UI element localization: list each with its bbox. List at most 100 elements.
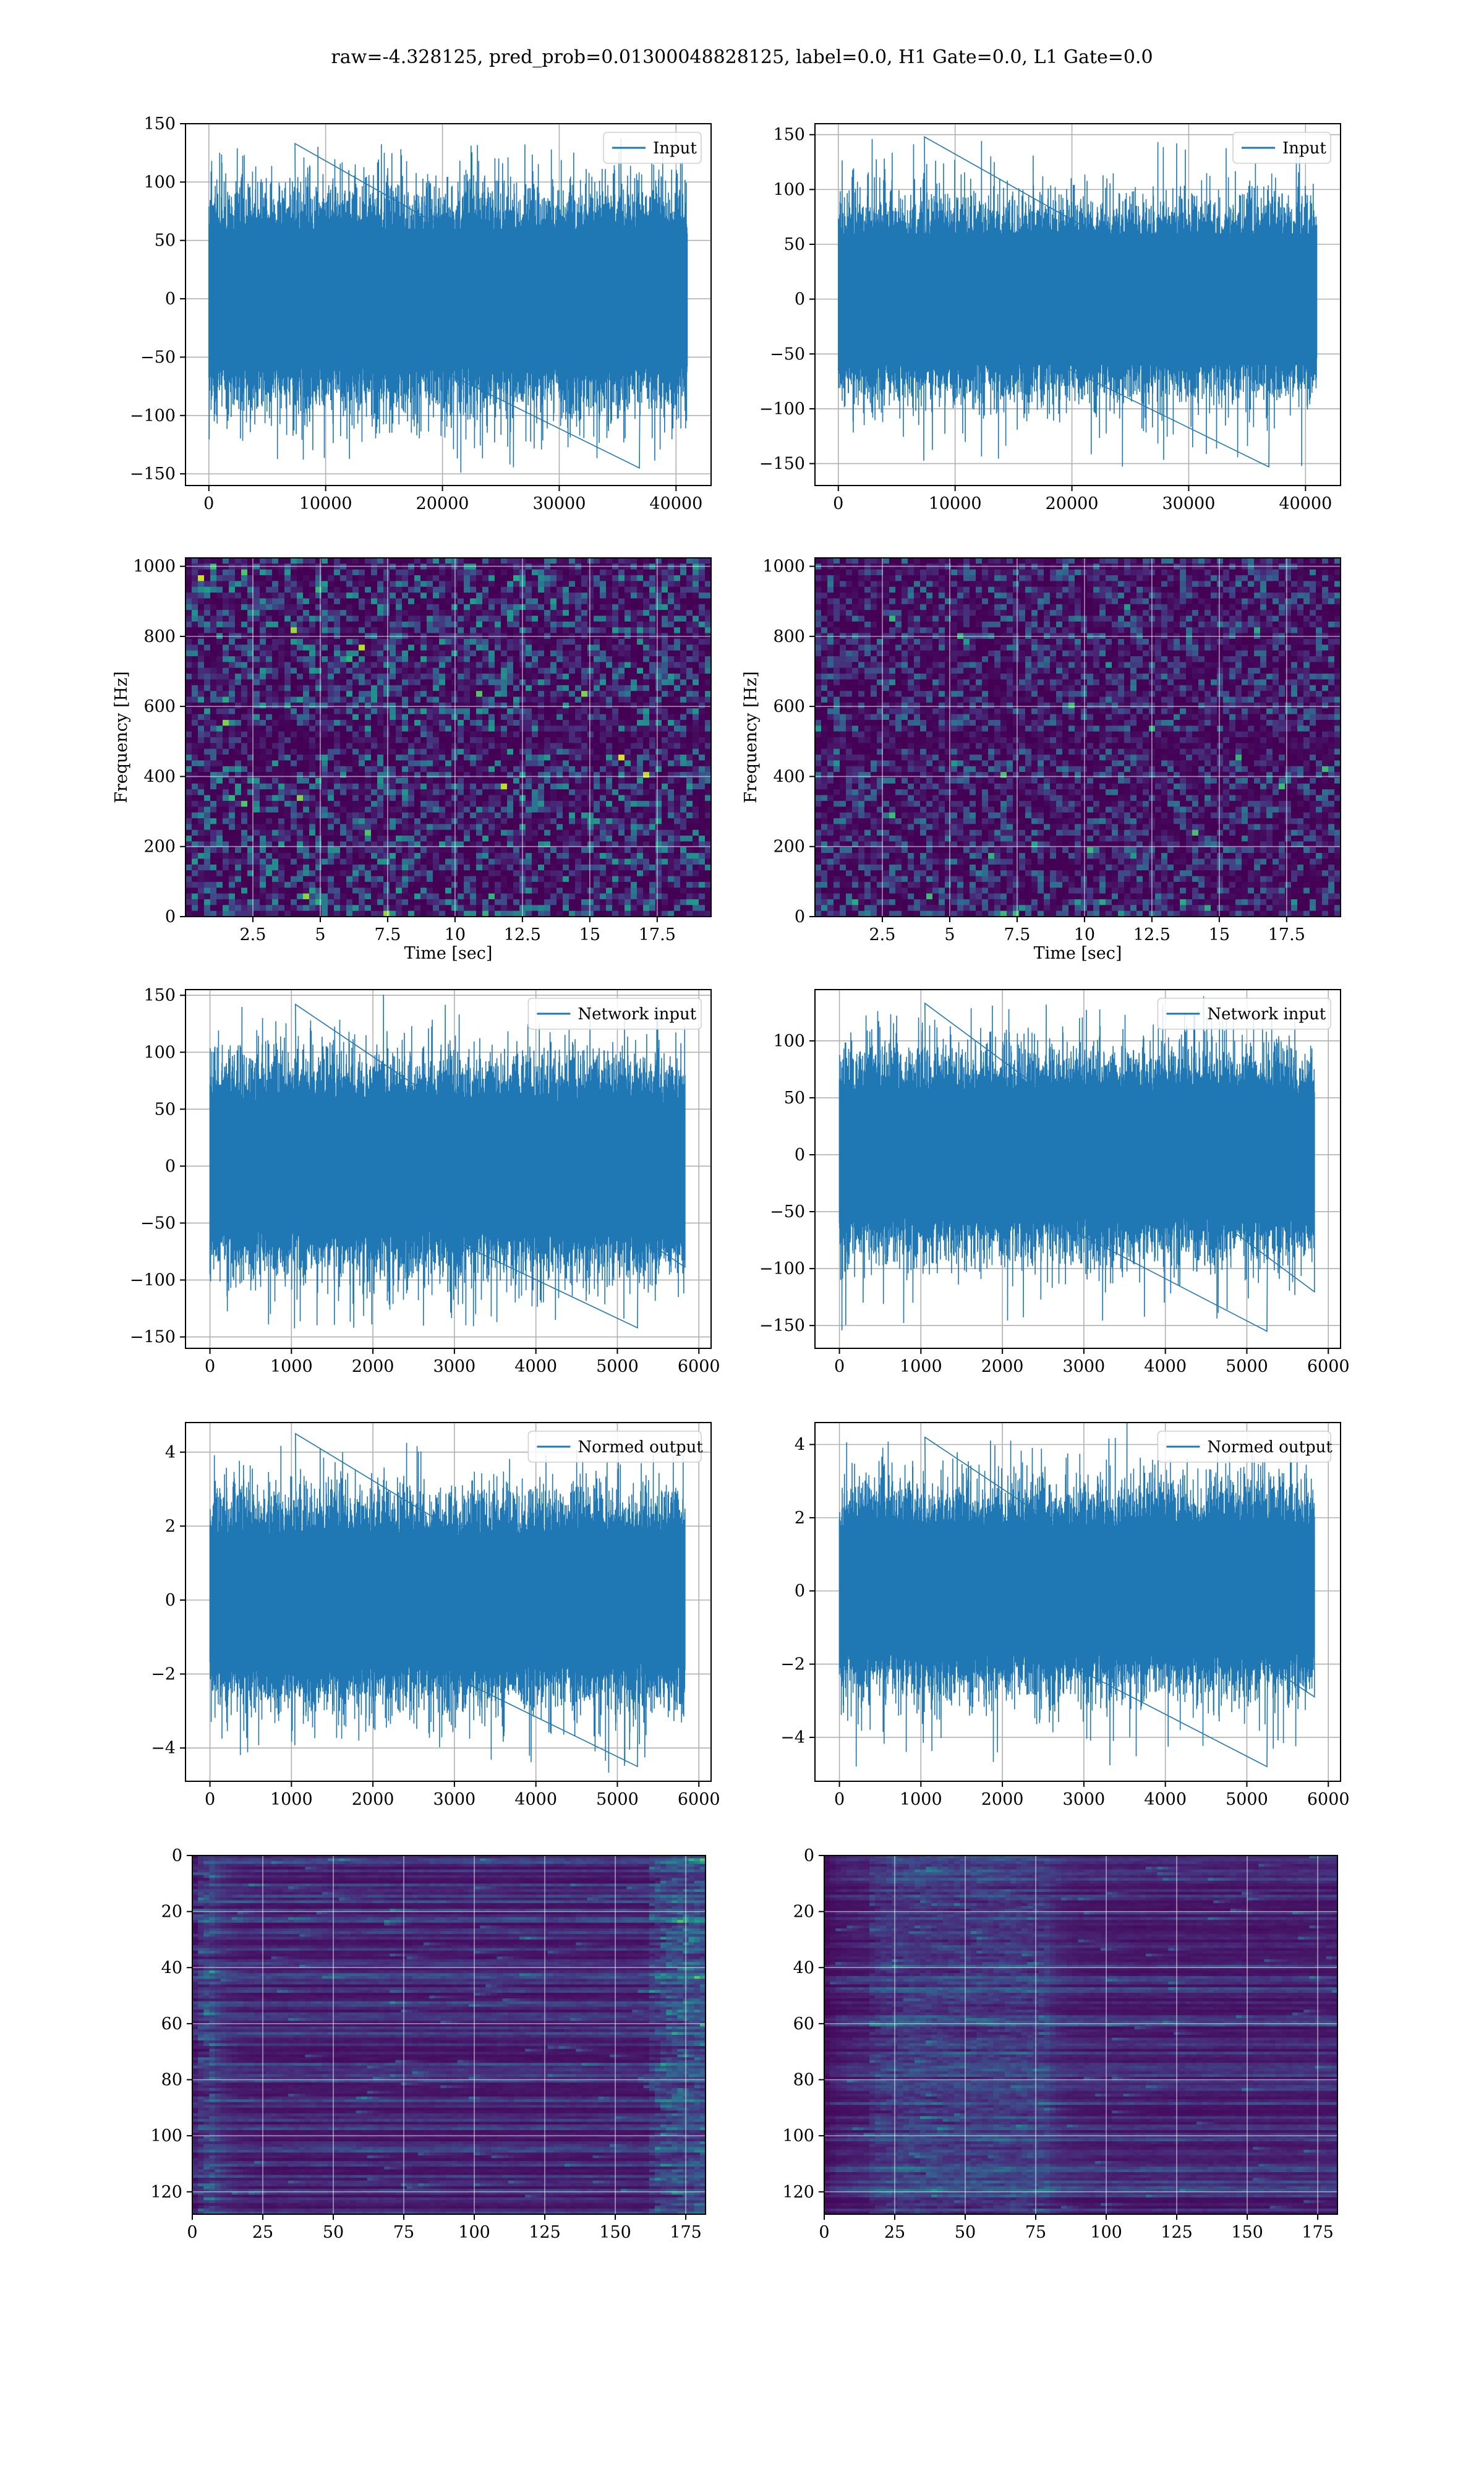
heatmap-cell — [309, 865, 316, 871]
heatmap-cell — [371, 830, 378, 836]
heatmap-cell — [297, 679, 304, 685]
heatmap-cell — [655, 818, 662, 824]
heatmap-cell — [569, 714, 576, 721]
heatmap-cell — [223, 598, 229, 604]
heatmap-cell — [352, 656, 359, 662]
heatmap-cell — [272, 627, 279, 633]
heatmap-cell — [297, 813, 304, 819]
heatmap-cell — [254, 743, 260, 749]
heatmap-cell — [402, 714, 409, 721]
heatmap-cell — [550, 865, 557, 871]
heatmap-cell — [693, 801, 699, 807]
heatmap-cell — [334, 668, 341, 674]
heatmap-cell — [414, 858, 421, 865]
heatmap-cell — [550, 726, 557, 732]
heatmap-cell — [501, 593, 508, 599]
heatmap-cell — [655, 662, 662, 668]
heatmap-cell — [594, 685, 600, 691]
heatmap-cell — [204, 865, 211, 871]
heatmap-cell — [303, 644, 310, 651]
heatmap-cell — [600, 616, 607, 622]
heatmap-cell — [322, 749, 328, 755]
heatmap-cell — [581, 853, 588, 859]
heatmap-cell — [649, 668, 656, 674]
heatmap-cell — [297, 847, 304, 854]
heatmap-cell — [309, 853, 316, 859]
heatmap-cell — [284, 662, 291, 668]
heatmap-cell — [297, 685, 304, 691]
heatmap-cell — [427, 627, 433, 633]
heatmap-cell — [223, 777, 229, 784]
heatmap-cell — [254, 853, 260, 859]
heatmap-cell — [458, 737, 464, 743]
heatmap-cell — [445, 587, 452, 593]
heatmap-cell — [346, 697, 353, 703]
heatmap-cell — [433, 737, 440, 743]
heatmap-cell — [383, 830, 390, 836]
heatmap-cell — [631, 784, 638, 790]
heatmap-cell — [254, 836, 260, 842]
heatmap-cell — [655, 674, 662, 680]
heatmap-cell — [662, 777, 668, 784]
heatmap-cell — [396, 824, 403, 830]
heatmap-cell — [668, 685, 675, 691]
heatmap-cell — [284, 830, 291, 836]
heatmap-cell — [674, 581, 681, 587]
heatmap-cell — [594, 865, 600, 871]
heatmap-cell — [278, 818, 285, 824]
heatmap-cell — [272, 830, 279, 836]
heatmap-cell — [278, 876, 285, 883]
heatmap-cell — [439, 610, 446, 616]
heatmap-cell — [198, 888, 205, 894]
heatmap-cell — [315, 651, 322, 657]
heatmap-cell — [488, 610, 495, 616]
heatmap-cell — [192, 795, 198, 802]
heatmap-cell — [346, 581, 353, 587]
heatmap-cell — [420, 685, 427, 691]
heatmap-cell — [284, 581, 291, 587]
heatmap-cell — [538, 662, 545, 668]
heatmap-cell — [346, 598, 353, 604]
heatmap-cell — [625, 865, 631, 871]
heatmap-cell — [544, 818, 551, 824]
heatmap-cell — [346, 870, 353, 876]
heatmap-cell — [278, 720, 285, 726]
heatmap-cell — [643, 598, 650, 604]
heatmap-cell — [513, 685, 520, 691]
heatmap-cell — [390, 847, 396, 854]
heatmap-cell — [383, 836, 390, 842]
heatmap-cell — [507, 743, 514, 749]
heatmap-cell — [420, 888, 427, 894]
heatmap-cell — [594, 656, 600, 662]
heatmap-cell — [427, 743, 433, 749]
heatmap-cell — [346, 853, 353, 859]
heatmap-cell — [414, 772, 421, 778]
heatmap-cell — [538, 558, 545, 564]
heatmap-cell — [235, 755, 242, 761]
heatmap-cell — [507, 813, 514, 819]
heatmap-cell — [649, 703, 656, 709]
heatmap-cell — [674, 644, 681, 651]
heatmap-cell — [668, 876, 675, 883]
heatmap-cell — [433, 726, 440, 732]
heatmap-cell — [303, 720, 310, 726]
heatmap-cell — [445, 627, 452, 633]
heatmap-cell — [699, 766, 706, 773]
heatmap-cell — [315, 570, 322, 576]
heatmap-cell — [260, 697, 267, 703]
heatmap-cell — [587, 598, 594, 604]
heatmap-cell — [427, 622, 433, 628]
heatmap-cell — [272, 760, 279, 766]
heatmap-cell — [235, 737, 242, 743]
heatmap-cell — [272, 714, 279, 721]
heatmap-cell — [396, 865, 403, 871]
heatmap-cell — [204, 760, 211, 766]
heatmap-cell — [680, 726, 687, 732]
heatmap-cell — [507, 737, 514, 743]
heatmap-cell — [662, 651, 668, 657]
heatmap-cell — [309, 616, 316, 622]
heatmap-cell — [427, 853, 433, 859]
heatmap-cell — [631, 777, 638, 784]
heatmap-cells — [186, 558, 712, 917]
heatmap-cell — [186, 598, 192, 604]
